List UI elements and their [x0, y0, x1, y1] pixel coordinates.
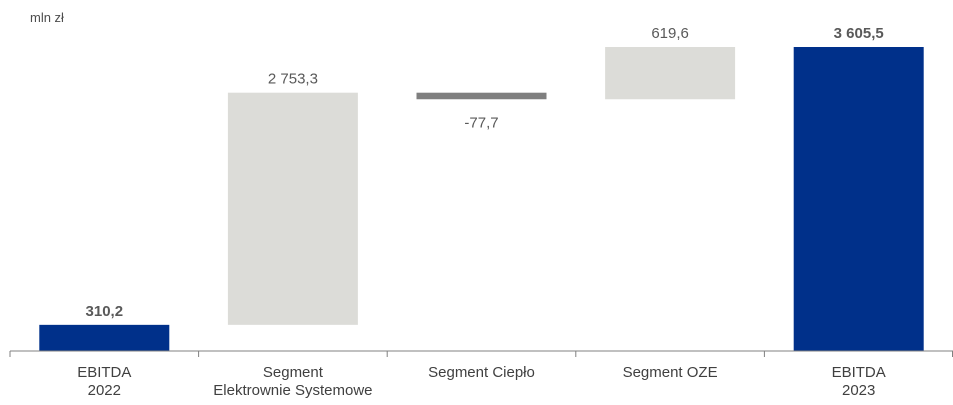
value-label-1: 310,2 — [86, 303, 124, 320]
category-label-2-line-2: Elektrownie Systemowe — [213, 382, 372, 399]
category-label-1: EBITDA 2022 — [77, 364, 131, 399]
bar-3 — [416, 92, 547, 100]
bar-4 — [605, 47, 736, 100]
category-label-5-line-2: 2023 — [842, 382, 875, 399]
category-label-1-line-1: EBITDA — [77, 364, 131, 381]
category-label-1-line-2: 2022 — [88, 382, 121, 399]
value-label-3: -77,7 — [464, 114, 498, 131]
bar-5 — [793, 47, 924, 351]
category-label-4: Segment OZE — [623, 364, 718, 381]
bar-1 — [39, 324, 170, 351]
bar-2 — [227, 92, 358, 325]
unit-label: mln zł — [30, 10, 64, 25]
category-label-2: Segment Elektrownie Systemowe — [213, 364, 372, 399]
category-label-2-line-1: Segment — [263, 364, 324, 381]
category-label-4-line-1: Segment OZE — [623, 364, 718, 381]
category-label-5-line-1: EBITDA — [832, 364, 886, 381]
value-label-4: 619,6 — [651, 25, 689, 42]
category-label-5: EBITDA 2023 — [832, 364, 886, 399]
category-label-3: Segment Ciepło — [428, 364, 535, 381]
value-label-2: 2 753,3 — [268, 71, 318, 88]
category-label-3-line-1: Segment Ciepło — [428, 364, 535, 381]
value-label-5: 3 605,5 — [834, 25, 884, 42]
